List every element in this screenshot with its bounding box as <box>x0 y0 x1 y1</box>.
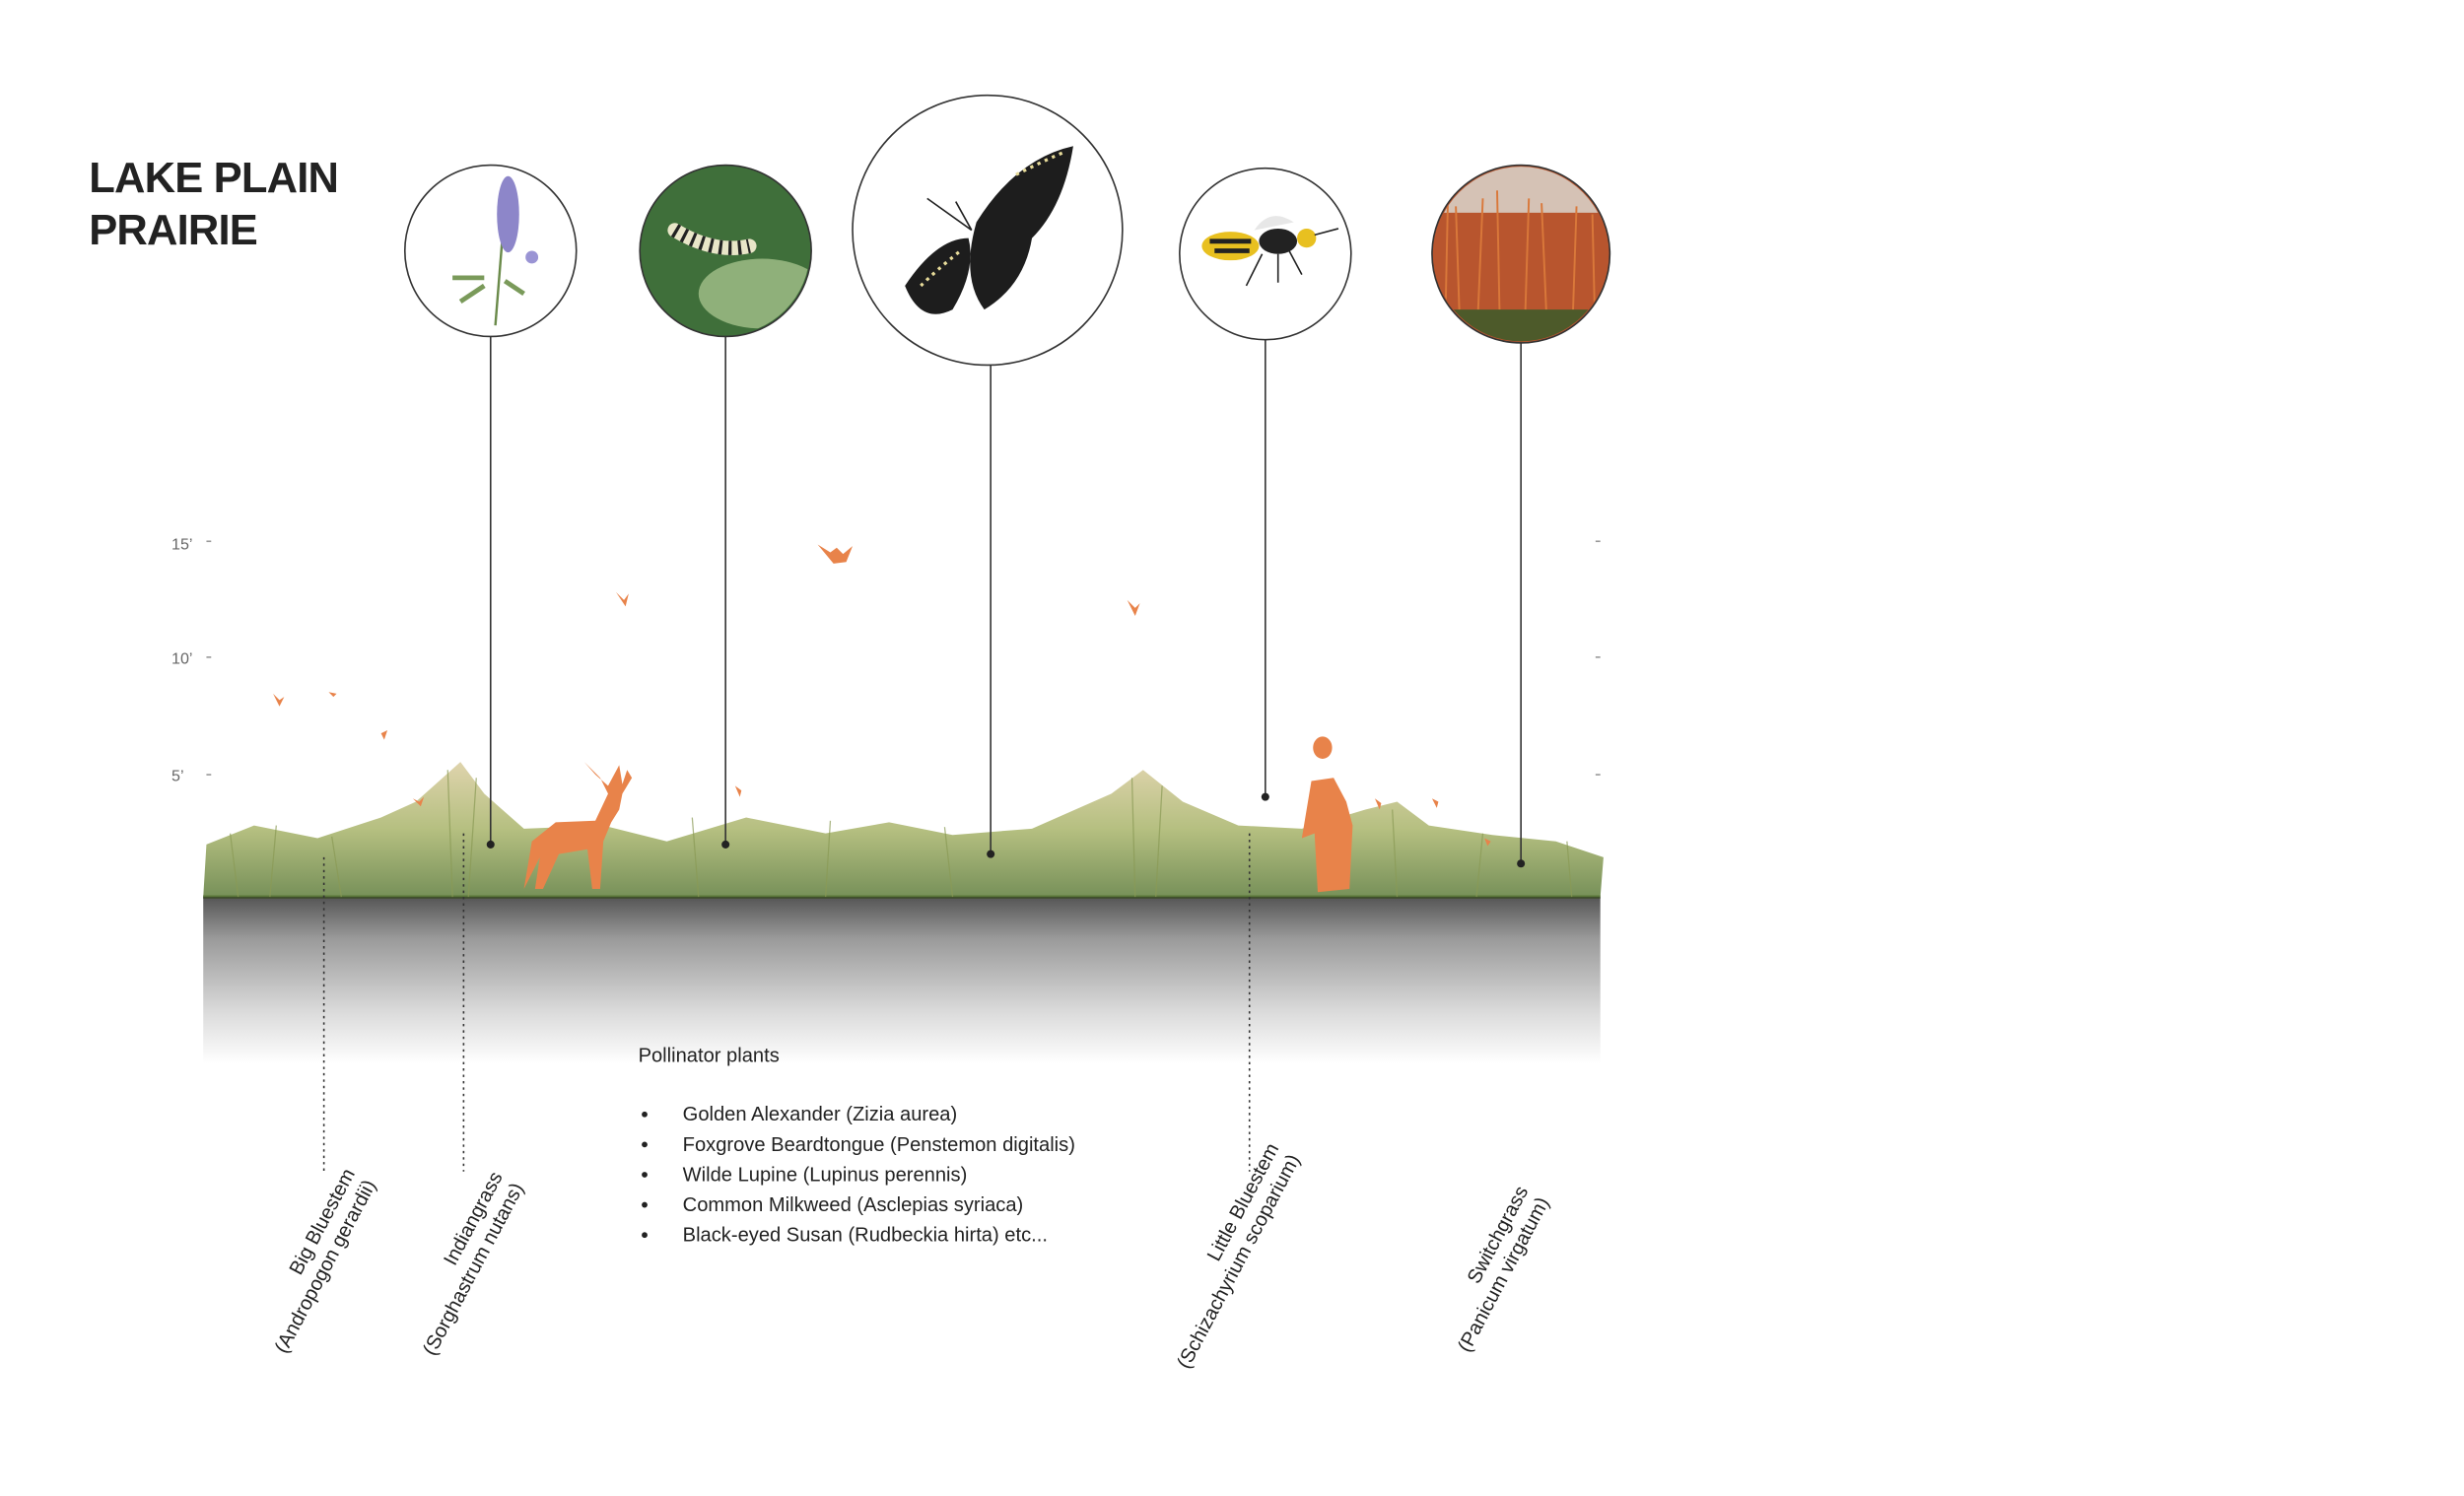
title: LAKE PLAIN <box>89 155 338 202</box>
bullet <box>642 1172 648 1178</box>
leader-dots <box>486 792 1526 868</box>
bullet <box>642 1232 648 1239</box>
person-silhouette <box>1301 736 1353 893</box>
switchgrass-icon <box>1431 164 1611 344</box>
bullet <box>642 1111 648 1118</box>
list-item: Golden Alexander (Zizia aurea) <box>683 1104 958 1125</box>
height-scale: 15’ 10’ 5’ <box>171 535 1601 785</box>
species-label: Little Bluestem(Schizachyrium scoparium) <box>1173 1140 1304 1373</box>
pollinator-list: Pollinator plants Golden Alexander (Zizi… <box>639 1046 1075 1247</box>
species-leader <box>322 833 1251 1172</box>
wasp-icon <box>1179 167 1352 341</box>
caterpillar-icon <box>639 164 812 338</box>
scale-label: 10’ <box>171 649 192 667</box>
list-item: Black-eyed Susan (Rudbeckia hirta) etc..… <box>683 1225 1048 1247</box>
list-heading: Pollinator plants <box>639 1046 780 1067</box>
lupine-icon <box>403 164 578 338</box>
soil <box>203 897 1601 1064</box>
species-text: (Schizachyrium scoparium) <box>1173 1151 1304 1373</box>
list-item: Foxgrove Beardtongue (Penstemon digitali… <box>683 1134 1075 1156</box>
grass-blades <box>229 770 1573 898</box>
bullet <box>642 1141 648 1148</box>
list-item: Common Milkweed (Asclepias syriaca) <box>683 1194 1024 1216</box>
scale-label: 15’ <box>171 535 192 553</box>
butterfly-icon <box>852 94 1124 367</box>
species-label: Big Bluestem(Andropogon gerardii) <box>271 1165 380 1357</box>
leader-lines <box>489 336 1522 864</box>
scale-label: 5’ <box>171 768 184 785</box>
title: PRAIRIE <box>89 207 257 254</box>
species-label: Switchgrass(Panicum virgatum) <box>1454 1183 1553 1356</box>
bullet <box>642 1201 648 1208</box>
list-item: Wilde Lupine (Lupinus perennis) <box>683 1164 968 1186</box>
deer-silhouette <box>523 762 633 890</box>
species-label: Indiangrass(Sorghastrum nutans) <box>419 1169 528 1360</box>
